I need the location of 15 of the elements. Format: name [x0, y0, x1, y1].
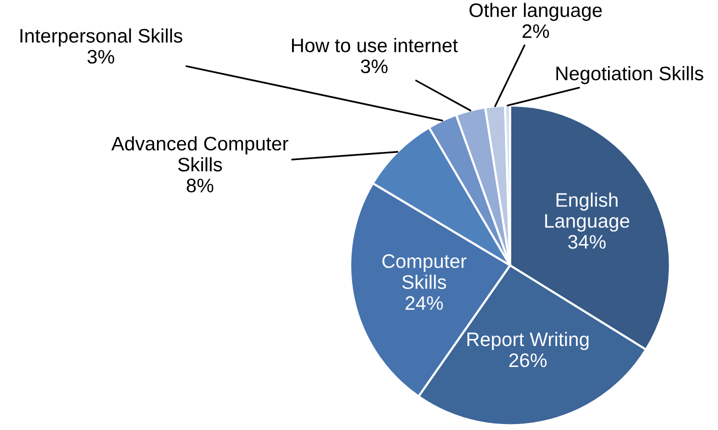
slice-label: Other language [470, 2, 602, 21]
slice-label: Computer Skills [382, 254, 466, 289]
data-label: 3% [88, 50, 114, 64]
slice-label: Interpersonal Skills [20, 28, 182, 47]
data-label: 2% [522, 24, 549, 38]
data-label: 26% [509, 353, 547, 368]
data-label: 8% [186, 178, 214, 192]
slice-label: Report Writing [467, 332, 589, 350]
slice-label: Negotiation Skills [556, 66, 704, 84]
slice-label: Advanced Computer Skills [111, 136, 288, 172]
data-label: 34% [568, 234, 606, 249]
slice-label: English Language [545, 192, 630, 232]
slice-label: How to use internet [292, 38, 458, 52]
data-label: 24% [406, 296, 443, 310]
data-label: 3% [360, 59, 388, 74]
